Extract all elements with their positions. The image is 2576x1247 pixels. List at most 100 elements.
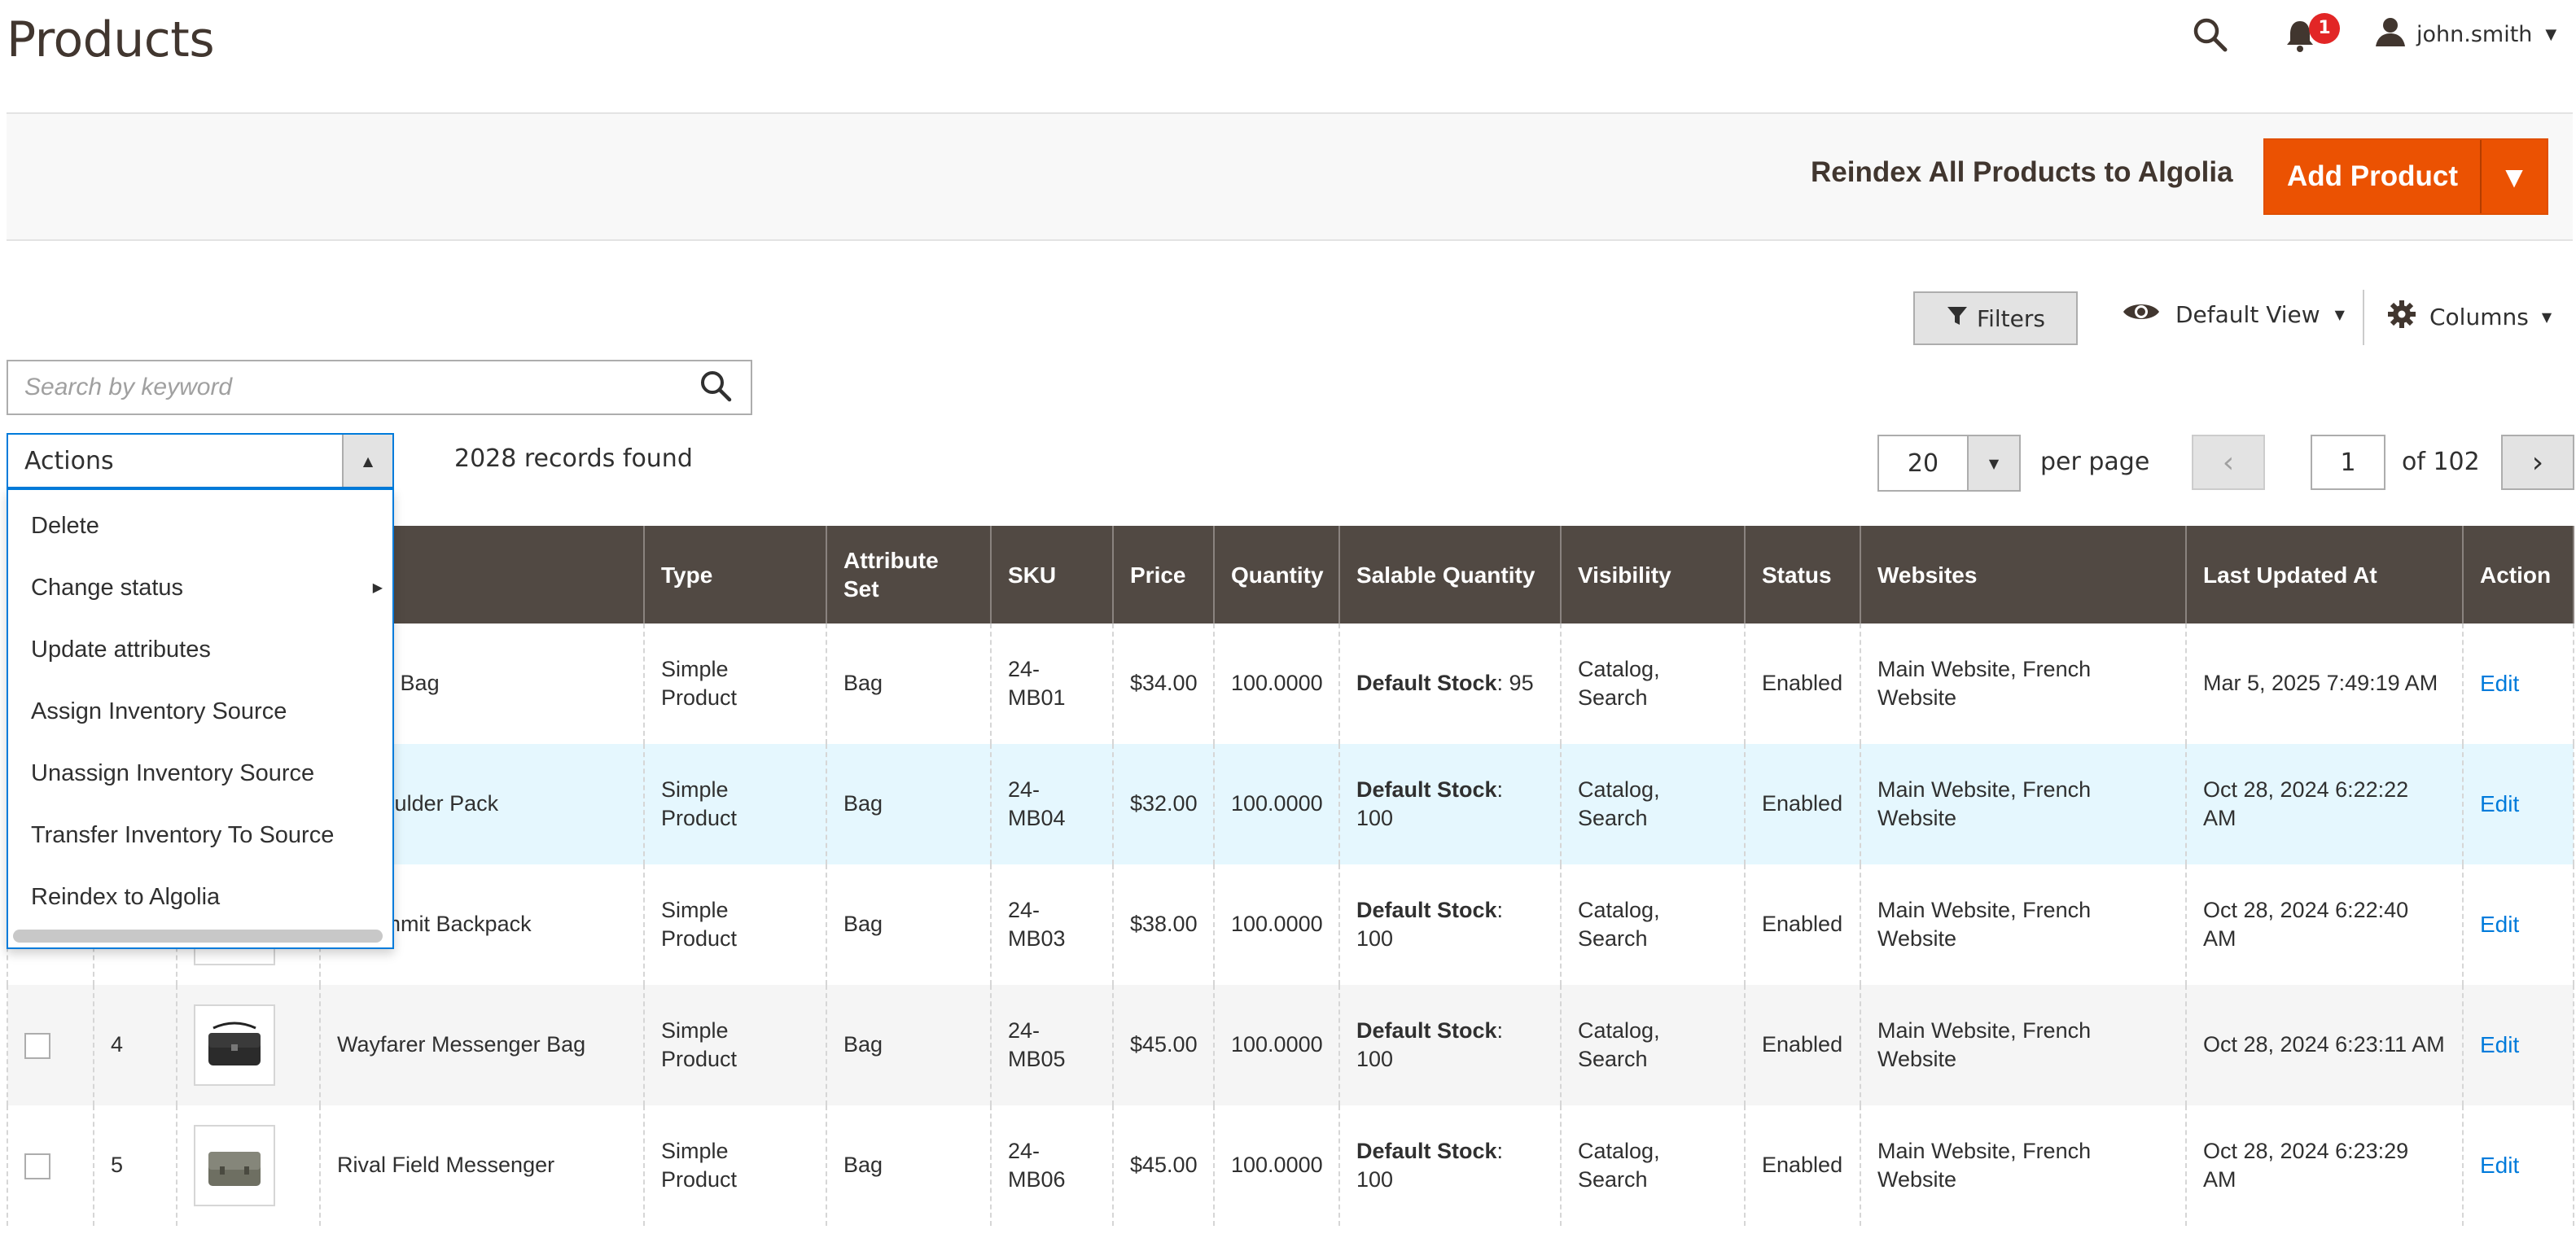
stock-value: : 100 [1356,897,1504,951]
menu-item-label: Reindex to Algolia [31,883,221,910]
stock-name: Default Stock [1356,671,1497,696]
col-quantity[interactable]: Quantity [1213,526,1340,624]
mass-actions-select[interactable]: Actions ▲ [7,433,394,488]
global-search-icon[interactable] [2190,15,2231,55]
row-id: 4 [93,985,177,1105]
row-select-cell [7,985,94,1105]
row-salable-quantity: Default Stock: 100 [1338,1105,1562,1226]
current-page-input[interactable]: 1 [2311,435,2385,490]
menu-item-unassign-inventory-source[interactable]: Unassign Inventory Source [8,742,392,804]
gear-icon [2387,300,2416,335]
columns-selector[interactable]: Columns ▼ [2387,300,2552,335]
edit-link[interactable]: Edit [2480,1031,2520,1057]
user-menu-caret-icon: ▼ [2545,25,2557,43]
table-row[interactable]: 4 Wayfarer Messenger Bag Simple Product … [7,985,2574,1105]
next-page-button[interactable]: › [2501,435,2574,490]
menu-item-label: Delete [31,512,99,539]
menu-item-change-status[interactable]: Change status ▶ [8,557,392,619]
col-type[interactable]: Type [643,526,827,624]
per-page-toggle[interactable]: ▼ [1967,436,2019,490]
row-checkbox[interactable] [24,1033,50,1060]
row-visibility: Catalog, Search [1560,864,1746,985]
menu-item-reindex-algolia[interactable]: Reindex to Algolia [8,866,392,928]
table-row[interactable]: n Summit Backpack Simple Product Bag 24-… [7,864,2574,985]
row-action-cell: Edit [2462,624,2574,744]
menu-item-delete[interactable]: Delete [8,495,392,557]
row-attribute-set: Bag [826,744,992,864]
stock-name: Default Stock [1356,1017,1497,1043]
row-select-cell [7,1105,94,1226]
columns-caret-icon: ▼ [2541,309,2552,325]
row-quantity: 100.0000 [1213,985,1340,1105]
row-last-updated: Oct 28, 2024 6:23:29 AM [2185,1105,2464,1226]
mass-actions-toggle[interactable]: ▲ [342,435,392,487]
row-sku: 24-MB01 [990,624,1114,744]
row-checkbox[interactable] [24,1153,50,1180]
row-sku: 24-MB03 [990,864,1114,985]
keyword-search-input[interactable] [8,361,681,413]
menu-item-label: Assign Inventory Source [31,698,287,724]
col-status[interactable]: Status [1744,526,1861,624]
table-row[interactable]: 5 Rival Field Messenger Simple Product B… [7,1105,2574,1226]
keyword-search [7,360,752,415]
reindex-all-button[interactable]: Reindex All Products to Algolia [1811,156,2233,188]
row-quantity: 100.0000 [1213,624,1340,744]
edit-link[interactable]: Edit [2480,670,2520,696]
row-thumbnail-cell [176,1105,321,1226]
controls-divider [2363,290,2364,345]
per-page-select[interactable]: 20 ▼ [1877,435,2021,492]
menu-item-transfer-inventory[interactable]: Transfer Inventory To Source [8,804,392,866]
col-websites[interactable]: Websites [1860,526,2187,624]
row-last-updated: Oct 28, 2024 6:23:11 AM [2185,985,2464,1105]
menu-horizontal-scrollbar[interactable] [13,930,383,943]
chevron-right-icon: › [2531,445,2544,479]
add-product-button[interactable]: Add Product [2265,140,2482,213]
row-status: Enabled [1744,985,1861,1105]
field-messenger-image [208,1152,261,1186]
edit-link[interactable]: Edit [2480,911,2520,937]
row-attribute-set: Bag [826,624,992,744]
row-type: Simple Product [643,744,827,864]
row-salable-quantity: Default Stock: 100 [1338,864,1562,985]
row-price: $45.00 [1112,985,1215,1105]
stock-value: : 100 [1356,777,1504,830]
row-type: Simple Product [643,985,827,1105]
row-status: Enabled [1744,744,1861,864]
col-last-updated[interactable]: Last Updated At [2185,526,2464,624]
menu-item-label: Transfer Inventory To Source [31,821,335,848]
col-price[interactable]: Price [1112,526,1215,624]
row-price: $38.00 [1112,864,1215,985]
per-page-value: 20 [1907,448,1939,478]
row-last-updated: Mar 5, 2025 7:49:19 AM [2185,624,2464,744]
user-menu[interactable]: john.smith ▼ [2374,16,2556,52]
row-visibility: Catalog, Search [1560,744,1746,864]
view-selector[interactable]: Default View ▼ [2122,300,2345,330]
row-websites: Main Website, French Website [1860,744,2187,864]
row-status: Enabled [1744,1105,1861,1226]
row-price: $45.00 [1112,1105,1215,1226]
page-actions-bar [7,112,2573,241]
filters-button[interactable]: Filters [1913,291,2078,345]
edit-link[interactable]: Edit [2480,790,2520,816]
records-found: 2028 records found [454,444,693,473]
row-visibility: Catalog, Search [1560,985,1746,1105]
row-salable-quantity: Default Stock: 95 [1338,624,1562,744]
col-sku[interactable]: SKU [990,526,1114,624]
edit-link[interactable]: Edit [2480,1152,2520,1178]
menu-item-update-attributes[interactable]: Update attributes [8,619,392,680]
col-visibility[interactable]: Visibility [1560,526,1746,624]
notifications-bell-icon[interactable] [2280,15,2320,55]
caret-down-icon: ▼ [1988,455,2000,471]
page-title: Products [7,11,215,68]
col-salable-quantity[interactable]: Salable Quantity [1338,526,1562,624]
row-websites: Main Website, French Website [1860,1105,2187,1226]
previous-page-button[interactable]: ‹ [2192,435,2265,490]
col-attribute-set[interactable]: Attribute Set [826,526,992,624]
menu-item-assign-inventory-source[interactable]: Assign Inventory Source [8,680,392,742]
keyword-search-button[interactable] [681,361,751,413]
stock-name: Default Stock [1356,1138,1497,1163]
chevron-left-icon: ‹ [2222,445,2235,479]
add-product-dropdown-toggle[interactable]: ▼ [2482,140,2547,213]
stock-name: Default Stock [1356,897,1497,922]
row-action-cell: Edit [2462,864,2574,985]
